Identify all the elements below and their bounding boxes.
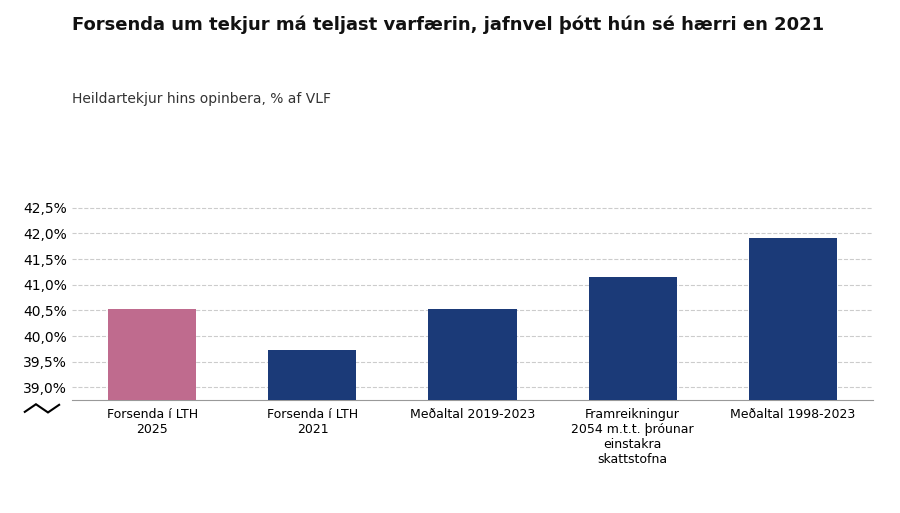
Text: Heildartekjur hins opinbera, % af VLF: Heildartekjur hins opinbera, % af VLF: [72, 92, 331, 106]
Bar: [268, 350, 356, 513]
Bar: [749, 238, 837, 513]
Text: Forsenda um tekjur má teljast varfærin, jafnvel þótt hún sé hærri en 2021: Forsenda um tekjur má teljast varfærin, …: [72, 15, 824, 34]
Bar: [589, 277, 677, 513]
Bar: [108, 309, 196, 513]
Bar: [428, 309, 517, 513]
